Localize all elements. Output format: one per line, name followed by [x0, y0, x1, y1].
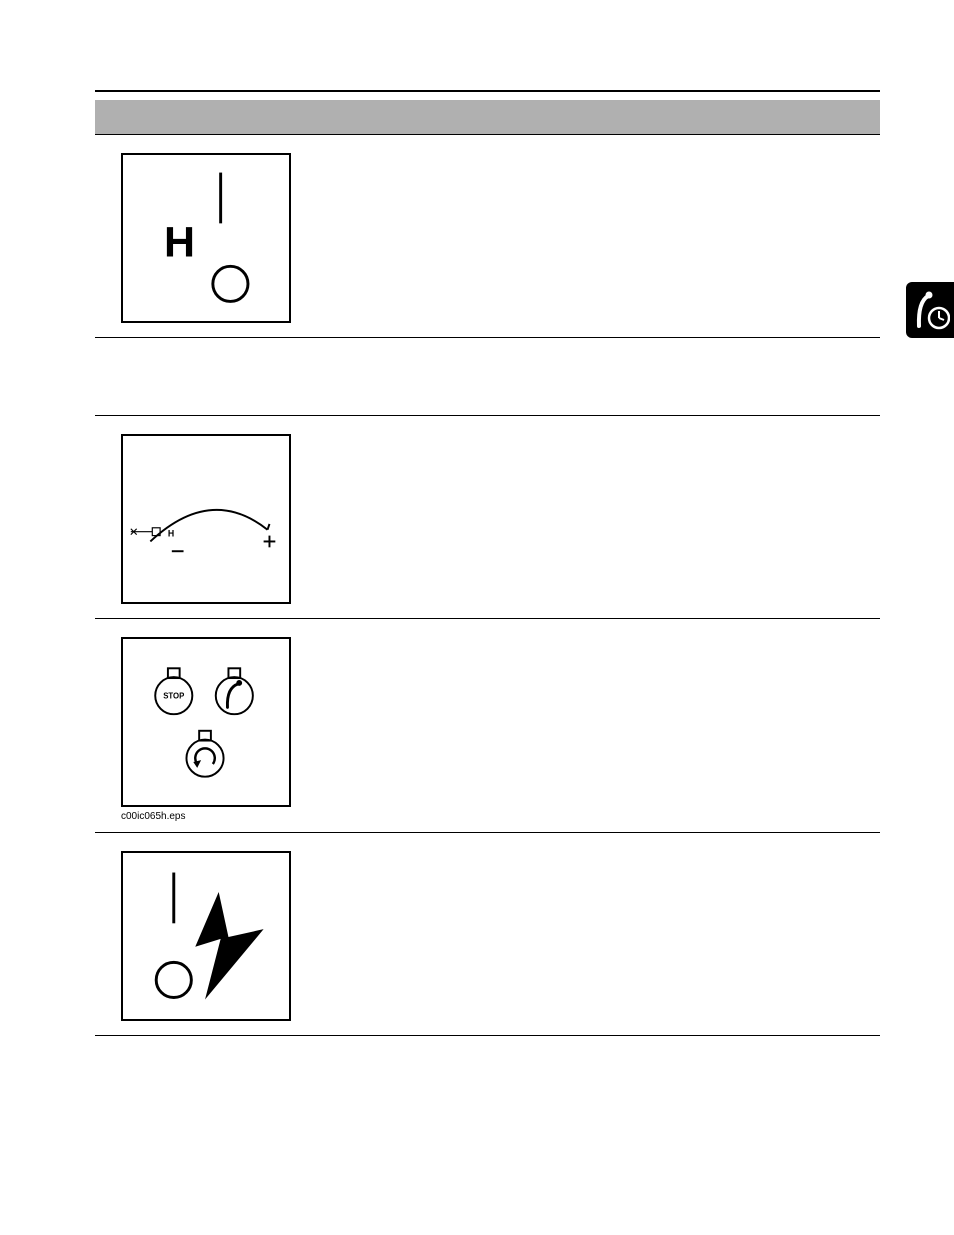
col-header-desc [545, 100, 880, 134]
controls-table: H [95, 100, 880, 1036]
throttle-gauge-icon: H [121, 434, 291, 604]
stop-bulb-icon: STOP [155, 668, 192, 714]
gauge-h-label: H [168, 528, 174, 538]
bolt-switch-icon [121, 851, 291, 1021]
col-header-icon [95, 100, 315, 134]
table-row [95, 337, 880, 415]
ignition-modes-icon: STOP [121, 637, 291, 807]
side-tab-icon [906, 282, 954, 338]
table-row: H [95, 415, 880, 618]
svg-text:STOP: STOP [163, 691, 184, 700]
table-row: STOP [95, 618, 880, 832]
table-header-row [95, 100, 880, 134]
table-row: H [95, 134, 880, 337]
col-header-name [315, 100, 545, 134]
top-rule [95, 90, 880, 92]
lever-bulb-icon [216, 668, 253, 714]
icon-caption: c00ic065h.eps [121, 811, 307, 822]
h-letter: H [164, 218, 195, 266]
table-row [95, 832, 880, 1035]
lightning-bolt-icon [195, 892, 263, 999]
cycle-bulb-icon [186, 730, 223, 776]
h-switch-icon: H [121, 153, 291, 323]
